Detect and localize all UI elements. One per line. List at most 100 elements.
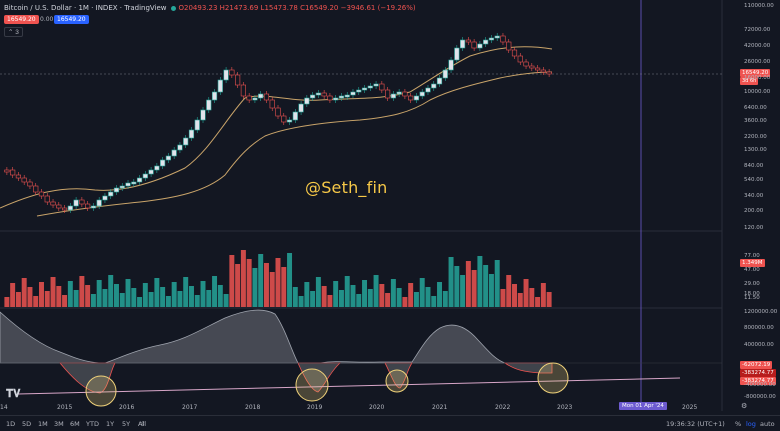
- highlight-circle[interactable]: [85, 375, 117, 407]
- volume-tag: 1.349M: [740, 259, 765, 267]
- volume-bar: [333, 281, 339, 307]
- volume-bar: [125, 279, 131, 307]
- volume-bar: [385, 293, 391, 307]
- volume-bar: [188, 286, 194, 307]
- highlight-circle[interactable]: [537, 362, 569, 394]
- indicators-toggle[interactable]: ⌃ 3: [4, 27, 23, 37]
- timeframe-5d[interactable]: 5D: [22, 420, 32, 428]
- candle: [373, 83, 379, 87]
- volume-bar: [223, 294, 229, 307]
- price-tick: 540.00: [744, 177, 764, 183]
- timeframe-5y[interactable]: 5Y: [122, 420, 131, 428]
- price-tick: 2200.00: [744, 134, 767, 140]
- price-tick: 26000.00: [744, 59, 771, 65]
- candle: [529, 65, 535, 69]
- volume-bar: [252, 268, 258, 307]
- candle: [361, 87, 368, 91]
- chevron-up-icon: ⌃: [8, 29, 14, 36]
- trend-line[interactable]: [17, 377, 681, 395]
- current-price-tag: 16549.20: [740, 69, 771, 77]
- highlight-circle[interactable]: [385, 369, 409, 393]
- candle: [142, 173, 148, 179]
- volume-bar: [298, 296, 304, 307]
- volume-bar: [183, 277, 189, 307]
- volume-bar: [206, 290, 212, 307]
- volume-bar: [119, 293, 125, 307]
- volume-bar: [408, 283, 414, 307]
- price-tick: 10000.00: [744, 89, 771, 95]
- volume-bar: [494, 260, 500, 307]
- volume-bar: [108, 275, 114, 307]
- volume-bar: [21, 278, 27, 307]
- volume-bar: [263, 263, 269, 307]
- bottom-toolbar: 1D 5D 1M 3M 6M YTD 1Y 5Y All ⇳ 19:36:32 (UTC+1) …: [0, 415, 780, 431]
- candle: [275, 107, 281, 117]
- price-tick: 6400.00: [744, 105, 767, 111]
- tradingview-logo-icon[interactable]: 𝐓𝐕: [6, 388, 21, 400]
- candle: [27, 181, 33, 187]
- candle: [108, 191, 114, 197]
- time-tick: 2025: [682, 404, 698, 411]
- volume-bar: [540, 283, 546, 307]
- candle: [73, 199, 79, 207]
- volume-bar: [217, 285, 223, 307]
- price-tick: 72000.00: [744, 27, 771, 33]
- volume-bar: [425, 287, 431, 307]
- volume-bar: [85, 285, 91, 307]
- volume-bar: [471, 270, 477, 307]
- price-tick: 200.00: [744, 208, 764, 214]
- highlight-circle[interactable]: [295, 368, 329, 402]
- price-tick: 3600.00: [744, 118, 767, 124]
- timeframe-all[interactable]: All: [138, 420, 147, 428]
- timeframe-6m[interactable]: 6M: [70, 420, 80, 428]
- candle: [217, 79, 223, 93]
- volume-bar: [39, 282, 44, 307]
- candle: [56, 204, 62, 209]
- calendar-range-icon[interactable]: ⇳: [140, 420, 146, 428]
- timeframe-1d[interactable]: 1D: [6, 420, 16, 428]
- price-tick: 77.00: [744, 253, 760, 259]
- candle-countdown-tag: 3d 6h: [740, 77, 759, 85]
- volume-bar: [10, 283, 16, 307]
- volume-bar: [292, 287, 298, 307]
- timeframe-3m[interactable]: 3M: [54, 420, 64, 428]
- candle: [252, 97, 258, 101]
- candle: [408, 95, 414, 101]
- volume-bar: [390, 279, 396, 307]
- time-tick: 2020: [369, 404, 385, 411]
- ohlc-values: O20493.23 H21473.69 L15473.78 C16549.20 …: [178, 4, 416, 12]
- candle: [511, 49, 518, 57]
- candle: [488, 37, 495, 41]
- volume-bar: [142, 283, 148, 307]
- timeframe-ytd[interactable]: YTD: [86, 420, 99, 428]
- time-tick: 2019: [307, 404, 323, 411]
- volume-bar: [367, 289, 373, 307]
- osc-tag: -383274.77: [740, 369, 776, 377]
- percent-toggle[interactable]: %: [735, 420, 742, 428]
- price-axis[interactable]: 16549.20 3d 6h 1.349M -62072.19 -383274.…: [722, 0, 780, 411]
- volume-bar: [506, 275, 512, 307]
- candle: [165, 155, 171, 161]
- timeframe-1y[interactable]: 1Y: [106, 420, 115, 428]
- time-tick: 2021: [432, 404, 448, 411]
- candle: [390, 93, 396, 99]
- settings-gear-icon[interactable]: ⚙: [741, 403, 748, 410]
- volume-bar: [4, 297, 10, 307]
- clock-readout[interactable]: 19:36:32 (UTC+1): [666, 420, 725, 428]
- volume-bar: [413, 292, 419, 307]
- candle: [344, 94, 350, 98]
- volume-bar: [535, 297, 541, 307]
- symbol-title[interactable]: Bitcoin / U.S. Dollar · 1M · INDEX · Tra…: [4, 4, 167, 12]
- buy-price-box[interactable]: 16549.20: [54, 15, 89, 24]
- volume-bar: [437, 282, 442, 307]
- volume-bar: [160, 287, 166, 307]
- auto-toggle[interactable]: auto: [760, 420, 775, 428]
- volume-bar: [338, 290, 344, 307]
- osc-tag: -383274.77: [740, 377, 776, 385]
- log-toggle[interactable]: log: [746, 420, 756, 428]
- timeframe-1m[interactable]: 1M: [38, 420, 48, 428]
- sell-price-box[interactable]: 16549.20: [4, 15, 39, 24]
- candle: [523, 61, 529, 67]
